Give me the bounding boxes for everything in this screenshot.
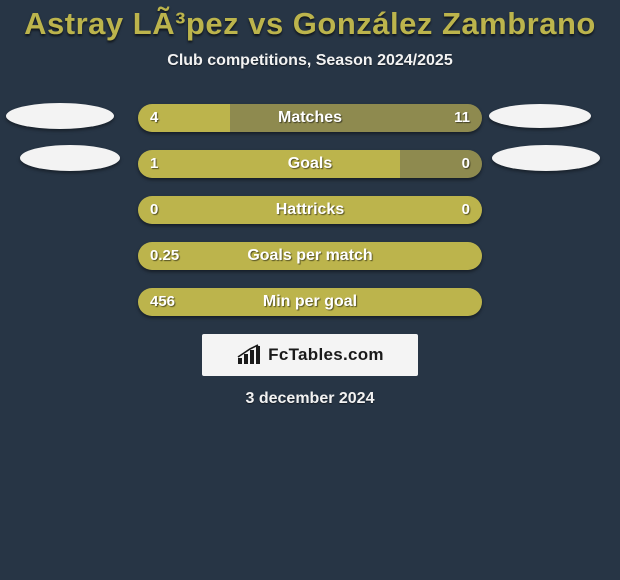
- stat-row: 10Goals: [0, 150, 620, 178]
- logo-text: FcTables.com: [268, 345, 384, 365]
- metric-label: Min per goal: [138, 288, 482, 316]
- stats-container: 411Matches 10Goals 00Hattricks 0.25Goals pe…: [0, 104, 620, 316]
- stat-row: 456Min per goal: [0, 288, 620, 316]
- stat-row: 0.25Goals per match: [0, 242, 620, 270]
- stat-bar: 411Matches: [138, 104, 482, 132]
- player-badge: [489, 104, 591, 128]
- stat-bar: 00Hattricks: [138, 196, 482, 224]
- metric-label: Goals per match: [138, 242, 482, 270]
- date: 3 december 2024: [0, 390, 620, 408]
- metric-label: Matches: [138, 104, 482, 132]
- player-badge: [492, 145, 600, 171]
- page-title: Astray LÃ³pez vs González Zambrano: [0, 0, 620, 42]
- stat-bar: 10Goals: [138, 150, 482, 178]
- stat-bar: 456Min per goal: [138, 288, 482, 316]
- stat-bar: 0.25Goals per match: [138, 242, 482, 270]
- chart-icon: [236, 344, 262, 366]
- stat-row: 411Matches: [0, 104, 620, 132]
- subtitle: Club competitions, Season 2024/2025: [0, 52, 620, 70]
- comparison-card: Astray LÃ³pez vs González Zambrano Club …: [0, 0, 620, 580]
- logo-box: FcTables.com: [202, 334, 418, 376]
- metric-label: Hattricks: [138, 196, 482, 224]
- stat-row: 00Hattricks: [0, 196, 620, 224]
- metric-label: Goals: [138, 150, 482, 178]
- player-badge: [20, 145, 120, 171]
- player-badge: [6, 103, 114, 129]
